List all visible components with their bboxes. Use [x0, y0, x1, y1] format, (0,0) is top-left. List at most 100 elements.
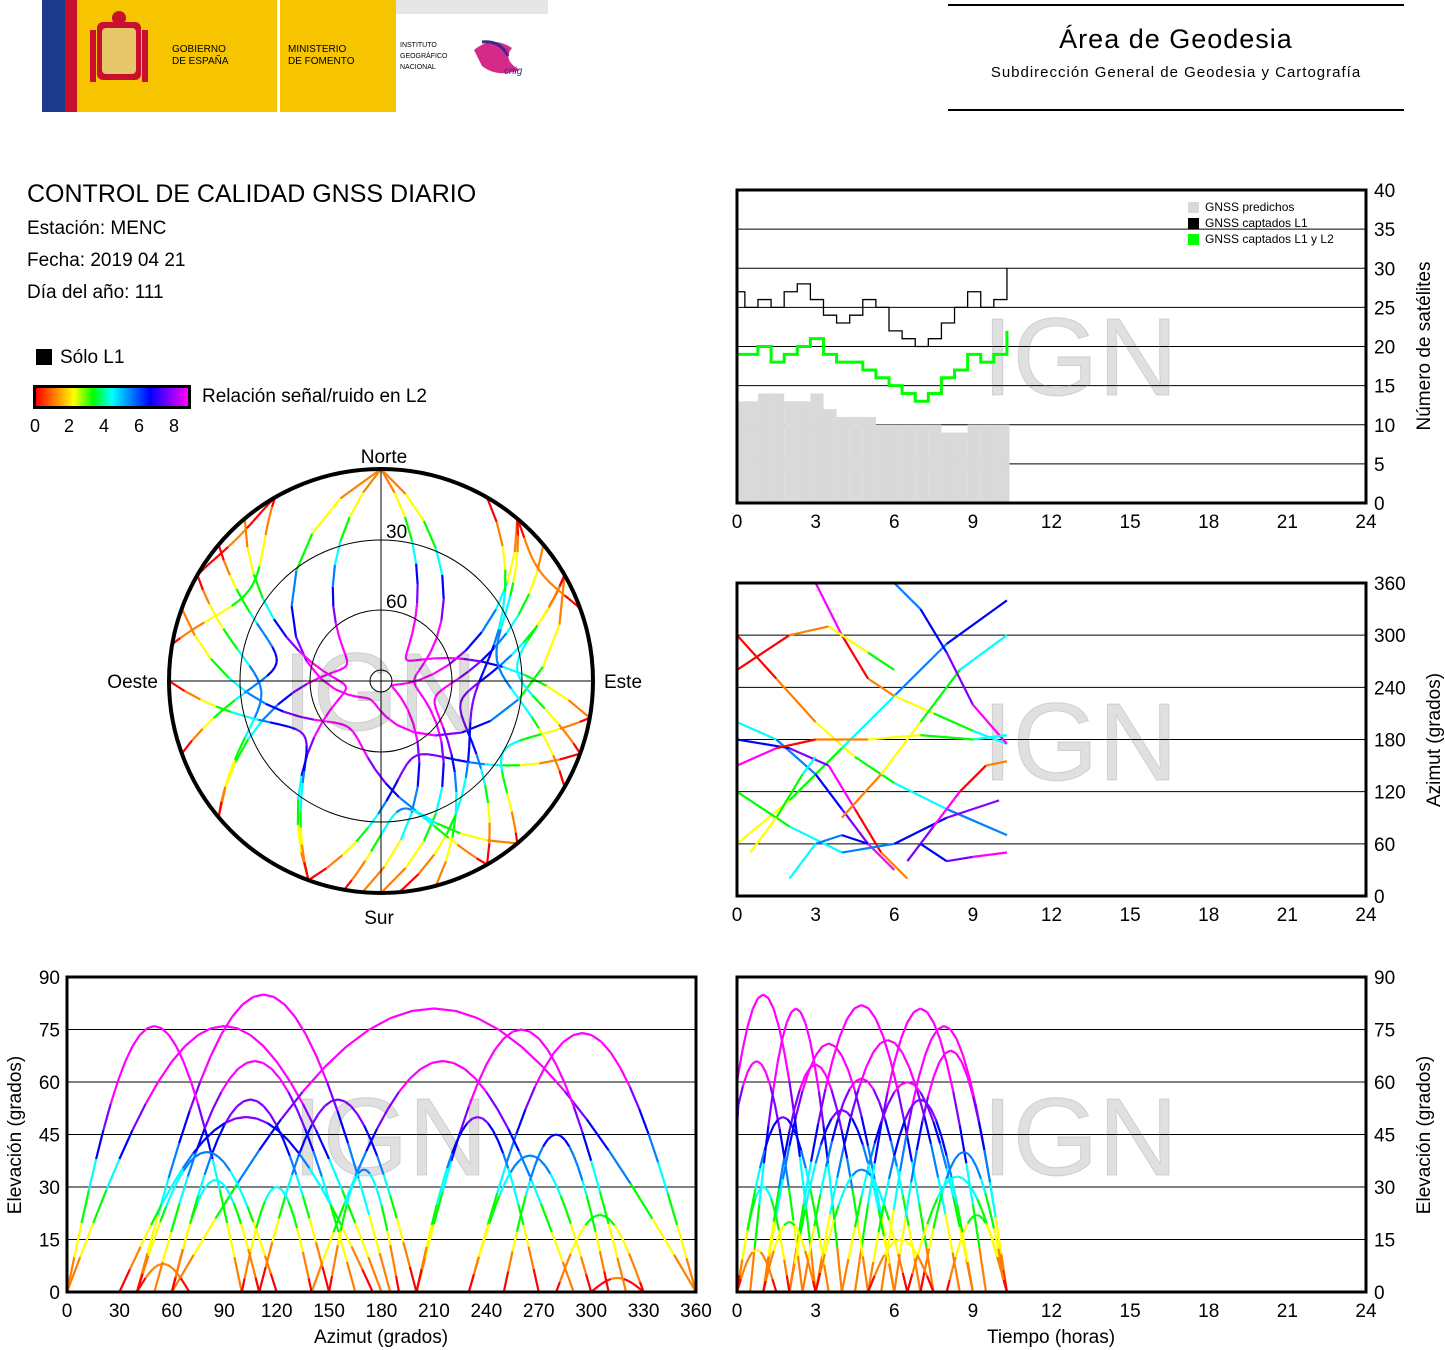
- track-segment: [262, 534, 267, 544]
- track-segment: [788, 1116, 798, 1147]
- x-tick-labels: 0 3 6 9 12 15 18 21 24: [732, 905, 1377, 926]
- track-segment: [608, 1278, 612, 1281]
- track-segment: [524, 1180, 532, 1197]
- track-segment: [795, 1007, 802, 1013]
- track-segment: [494, 1037, 505, 1051]
- track-segment: [331, 564, 337, 587]
- track-segment: [874, 1018, 885, 1037]
- track-segment: [487, 644, 495, 660]
- track-segment: [212, 1152, 220, 1158]
- ign-grey-bar: [396, 0, 548, 14]
- page-header-subtitle: Subdirección General de Geodesia y Carto…: [990, 64, 1362, 81]
- track-segment: [565, 732, 575, 744]
- track-segment: [445, 1152, 454, 1169]
- track-segment: [841, 834, 869, 845]
- track-segment: [853, 1196, 863, 1228]
- track-segment: [214, 1182, 239, 1220]
- track-segment: [459, 707, 463, 715]
- track-segment: [243, 1235, 250, 1250]
- station-label: Estación: MENC: [27, 218, 167, 239]
- track-segment: [236, 597, 243, 603]
- y-axis-label: Número de satélites: [1414, 262, 1435, 431]
- track-segment: [988, 1182, 997, 1218]
- skyplot-watermark: IGN: [282, 631, 479, 755]
- track-segment: [380, 1205, 386, 1218]
- y-tick-label: 0: [1374, 1283, 1385, 1304]
- track-segment: [196, 574, 204, 591]
- track-segment: [270, 1187, 275, 1192]
- coat-of-arms-icon: [90, 11, 148, 82]
- track-segment: [250, 1262, 257, 1278]
- predicted-bar: [810, 393, 824, 503]
- track-segment: [356, 737, 363, 748]
- track-segment: [377, 1194, 383, 1206]
- track-segment: [390, 685, 394, 688]
- track-segment: [541, 624, 561, 668]
- track-segment: [588, 1216, 594, 1222]
- track-segment: [470, 701, 475, 712]
- x-tick-label: 21: [1277, 512, 1298, 533]
- track-segment: [887, 1155, 896, 1180]
- track-segment: [87, 1158, 98, 1191]
- track-segment: [170, 1045, 186, 1063]
- x-tick-label: 15: [1120, 1301, 1141, 1322]
- track-segment: [282, 1138, 291, 1157]
- track-segment: [350, 1246, 364, 1270]
- track-segment: [199, 698, 217, 708]
- track-segment: [239, 1223, 246, 1237]
- track-segment: [529, 1030, 540, 1040]
- track-segment: [895, 1166, 904, 1196]
- track-segment: [217, 1155, 226, 1164]
- track-segment: [924, 1038, 933, 1056]
- track-segment: [261, 506, 267, 512]
- track-segment: [551, 1133, 557, 1137]
- page-header-title: Área de Geodesia: [1059, 24, 1293, 54]
- track-segment: [303, 760, 307, 772]
- track-segment: [371, 1178, 377, 1187]
- track-segment: [861, 1256, 870, 1293]
- track-segment: [916, 1239, 924, 1257]
- x-tick-label: 3: [810, 512, 821, 533]
- track-segment: [486, 803, 491, 823]
- track-segment: [957, 1237, 963, 1248]
- track-segment: [459, 696, 464, 703]
- track-segment: [873, 1121, 883, 1144]
- track-segment: [495, 660, 500, 668]
- track-segment: [878, 1192, 886, 1206]
- track-segment: [791, 1125, 798, 1137]
- track-segment: [542, 1066, 566, 1093]
- track-segment: [310, 661, 324, 672]
- track-segment: [763, 1135, 771, 1151]
- track-segment: [232, 1202, 239, 1214]
- track-segment: [745, 1257, 750, 1263]
- track-segment: [685, 1257, 698, 1293]
- track-segment: [302, 1066, 326, 1093]
- track-segment: [823, 1236, 831, 1255]
- track-segment: [972, 1096, 980, 1122]
- track-segment: [841, 842, 895, 854]
- track-segment: [355, 826, 370, 843]
- track-segment: [350, 869, 360, 881]
- track-segment: [559, 724, 570, 730]
- track-segment: [736, 721, 777, 741]
- track-segment: [579, 1256, 588, 1275]
- track-segment: [273, 618, 288, 638]
- track-segment: [874, 1182, 881, 1194]
- track-segment: [209, 1033, 223, 1057]
- track-segment: [767, 997, 775, 1010]
- track-segment: [321, 1231, 335, 1263]
- track-segment: [993, 1246, 999, 1258]
- track-segment: [258, 697, 263, 705]
- track-segment: [945, 1062, 955, 1092]
- track-segment: [304, 1124, 313, 1140]
- track-segment: [911, 1256, 919, 1275]
- x-tick-label: 150: [313, 1301, 345, 1322]
- track-segment: [620, 1237, 627, 1246]
- x-tick-label: 0: [732, 1301, 743, 1322]
- track-segment: [567, 597, 574, 603]
- track-segment: [762, 1280, 767, 1293]
- y-tick-label: 30: [1374, 1178, 1395, 1199]
- track-segment: [213, 555, 219, 560]
- track-segment: [341, 840, 358, 857]
- track-segment: [402, 1241, 411, 1268]
